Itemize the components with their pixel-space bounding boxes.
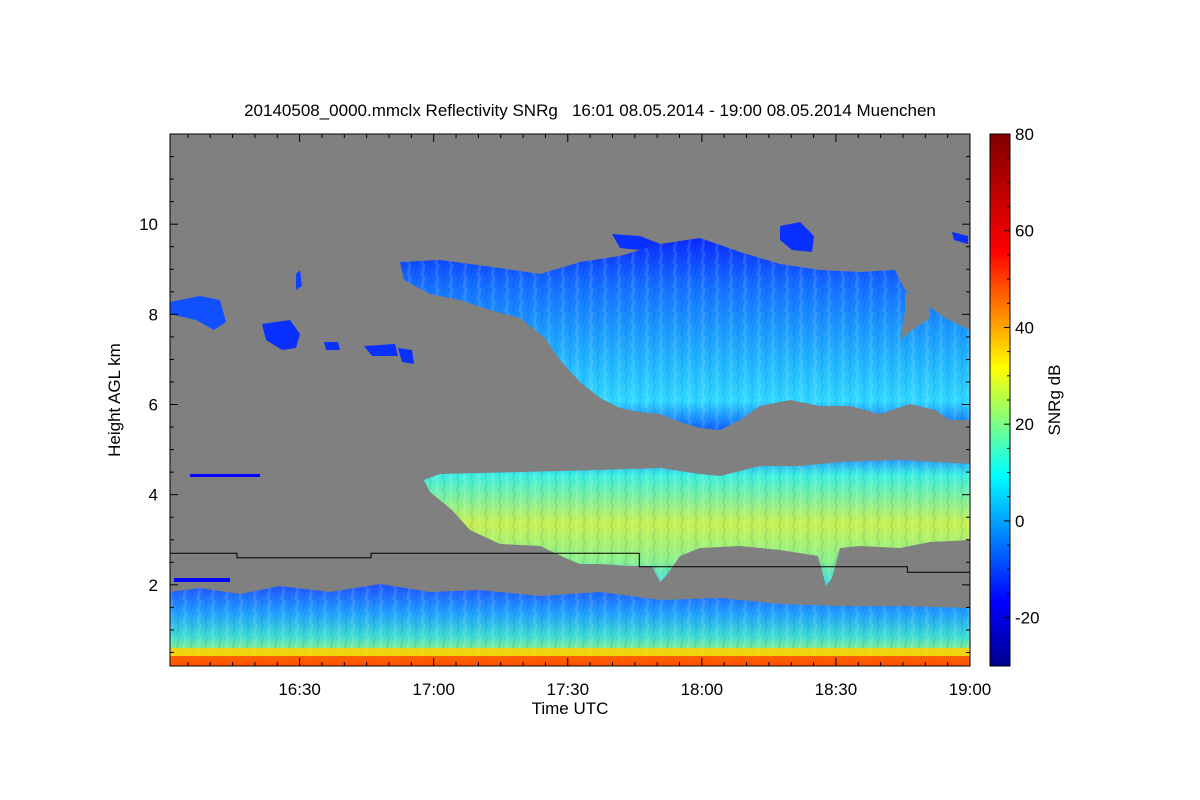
echo-fragment	[952, 232, 968, 244]
colorbar-axis: -20 0 20 40 60 80	[1004, 125, 1040, 643]
echo-fragment	[324, 342, 340, 350]
echo-fragment	[190, 474, 260, 477]
plot-frame	[169, 133, 971, 667]
y-tick-label: 10	[139, 215, 158, 234]
boundary-layer-height-line	[170, 552, 970, 573]
x-tick-label: 18:30	[815, 680, 858, 699]
y-tick-label: 2	[149, 576, 158, 595]
y-tick-label: 4	[149, 486, 158, 505]
x-tick-label: 19:00	[949, 680, 992, 699]
y-axis: 2 4 6 8 10	[139, 156, 970, 653]
echo-fragment	[170, 296, 226, 330]
echo-fragment	[296, 270, 302, 290]
x-axis-title: Time UTC	[532, 699, 609, 718]
echo-surface-return	[170, 656, 970, 666]
y-tick-label: 8	[149, 305, 158, 324]
x-tick-label: 17:30	[546, 680, 589, 699]
echo-mid-cloud-texture	[424, 460, 970, 586]
x-tick-label: 17:00	[412, 680, 455, 699]
colorbar-title: SNRg dB	[1045, 365, 1064, 436]
x-tick-label: 16:30	[278, 680, 321, 699]
echo-upper-cloud-texture	[400, 238, 970, 430]
colorbar-tick-label: -20	[1015, 609, 1040, 628]
echo-upper-right-gap	[900, 292, 930, 340]
echo-fragment	[398, 348, 414, 364]
echo-fragment	[364, 344, 398, 356]
echo-fragment	[174, 578, 230, 582]
echo-layer	[170, 222, 970, 666]
y-axis-title: Height AGL km	[105, 343, 124, 457]
chart-title: 20140508_0000.mmclx Reflectivity SNRg 16…	[244, 101, 936, 120]
x-tick-label: 18:00	[681, 680, 724, 699]
echo-upper-cloud-tail	[612, 234, 660, 250]
echo-upper-cloud-patch	[780, 222, 814, 252]
colorbar-tick-label: 80	[1015, 125, 1034, 144]
colorbar-tick-label: 0	[1015, 512, 1024, 531]
colorbar-tick-label: 60	[1015, 222, 1034, 241]
colorbar-tick-label: 40	[1015, 318, 1034, 337]
echo-fragment	[262, 320, 300, 350]
y-tick-label: 6	[149, 396, 158, 415]
echo-boundary-layer-texture	[170, 584, 970, 666]
x-axis: 16:30 17:00 17:30 18:00 18:30 19:00	[187, 134, 992, 699]
echo-surface-band	[170, 648, 970, 656]
colorbar-tick-label: 20	[1015, 415, 1034, 434]
